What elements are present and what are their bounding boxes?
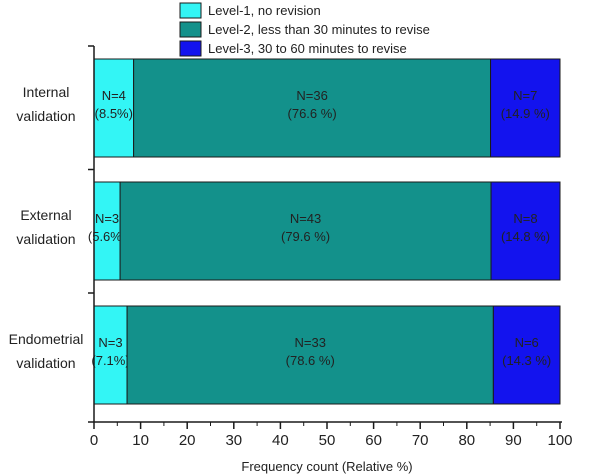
- x-tick-label: 80: [458, 432, 475, 449]
- x-tick-label: 10: [132, 432, 149, 449]
- bar-segment: [126, 305, 494, 405]
- x-tick-label: 90: [505, 432, 522, 449]
- data-label: N=36 (76.6 %): [288, 88, 337, 121]
- x-tick-label: 70: [412, 432, 429, 449]
- category-labels: Internal validation External validation Endo…: [9, 84, 84, 371]
- x-tick-label: 30: [225, 432, 242, 449]
- bar-segment: [490, 58, 561, 158]
- data-label: N=3 (7.1%): [91, 335, 129, 368]
- x-tick-label: 100: [547, 432, 572, 449]
- legend-swatch: [179, 2, 202, 19]
- bars: N=4 (8.5%) N=36 (76.6 %) N=7 (14.9 %) N=3 (5.6%…: [88, 58, 561, 405]
- data-label: N=43 (79.6 %): [281, 211, 330, 244]
- x-tick-label: 0: [90, 432, 98, 449]
- data-label: N=7 (14.9 %): [501, 88, 550, 121]
- bar-segment: [119, 181, 492, 281]
- data-label: N=3 (5.6%): [88, 211, 126, 244]
- x-tick-label: 50: [319, 432, 336, 449]
- data-label: N=33 (78.6 %): [286, 335, 335, 368]
- bar-segment: [93, 58, 135, 158]
- x-tick-label: 60: [365, 432, 382, 449]
- bar-segment: [490, 181, 561, 281]
- x-axis-title: Frequency count (Relative %): [241, 459, 412, 474]
- bar-segment: [492, 305, 561, 405]
- category-label: External validation: [16, 207, 75, 247]
- x-tick-label: 40: [272, 432, 289, 449]
- legend: Level-1, no revision Level-2, less than 3…: [179, 2, 430, 57]
- legend-label: Level-1, no revision: [208, 3, 321, 18]
- data-label: N=6 (14.3 %): [502, 335, 551, 368]
- legend-swatch: [179, 40, 202, 57]
- category-label: Endometrial validation: [9, 331, 84, 371]
- axes: 0 10 20 30 40 50 60 70 80 90 100: [88, 45, 573, 449]
- data-label: N=8 (14.8 %): [501, 211, 550, 244]
- legend-label: Level-2, less than 30 minutes to revise: [208, 22, 430, 37]
- legend-swatch: [179, 21, 202, 38]
- category-label: Internal validation: [16, 84, 75, 124]
- x-tick-label: 20: [179, 432, 196, 449]
- data-label: N=4 (8.5%): [95, 88, 133, 121]
- legend-label: Level-3, 30 to 60 minutes to revise: [208, 41, 407, 56]
